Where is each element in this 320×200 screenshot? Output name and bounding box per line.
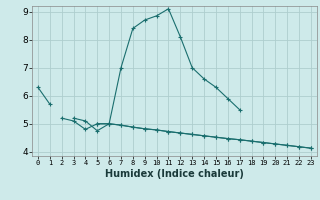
X-axis label: Humidex (Indice chaleur): Humidex (Indice chaleur) [105,169,244,179]
